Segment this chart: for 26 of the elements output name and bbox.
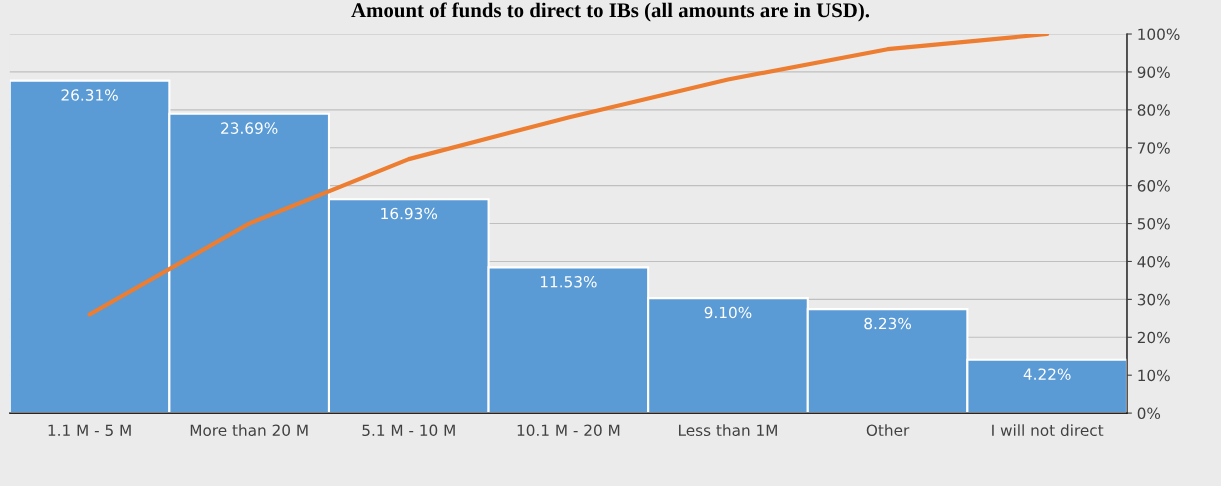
x-tick-label: I will not direct (992, 424, 1104, 437)
data-label: 26.31% (61, 89, 118, 101)
y2-tick-label: 80% (1137, 104, 1170, 116)
data-label: 4.22% (1023, 368, 1071, 380)
chart-title: Amount of funds to direct to IBs (all amounts are in USD). (351, 2, 870, 22)
y2-tick-label: 100% (1138, 28, 1180, 41)
y2-tick-label: 0% (1137, 407, 1161, 420)
y2-tick-label: 20% (1137, 331, 1170, 344)
data-label: 16.93% (381, 207, 438, 220)
y2-tick-label: 40% (1137, 255, 1170, 268)
y2-tick-label: 50% (1137, 218, 1170, 230)
data-label: 9.10% (704, 306, 752, 319)
y2-tick-label: 30% (1137, 293, 1170, 306)
x-tick-label: Other (866, 424, 910, 437)
data-label: 23.69% (221, 122, 278, 134)
data-label: 8.23% (864, 317, 911, 330)
x-tick-label: 10.1 M - 20 M (517, 424, 620, 437)
data-label: 11.53% (540, 276, 597, 288)
x-tick-label: More than 20 M (190, 424, 308, 437)
y2-tick-label: 70% (1137, 142, 1170, 154)
x-tick-label: 1.1 M - 5 M (48, 424, 131, 437)
y2-tick-label: 10% (1138, 369, 1170, 382)
x-tick-label: Less than 1M (679, 424, 777, 437)
y2-tick-label: 90% (1137, 66, 1170, 78)
y2-tick-label: 60% (1137, 180, 1170, 192)
x-tick-label: 5.1 M - 10 M (362, 424, 455, 437)
